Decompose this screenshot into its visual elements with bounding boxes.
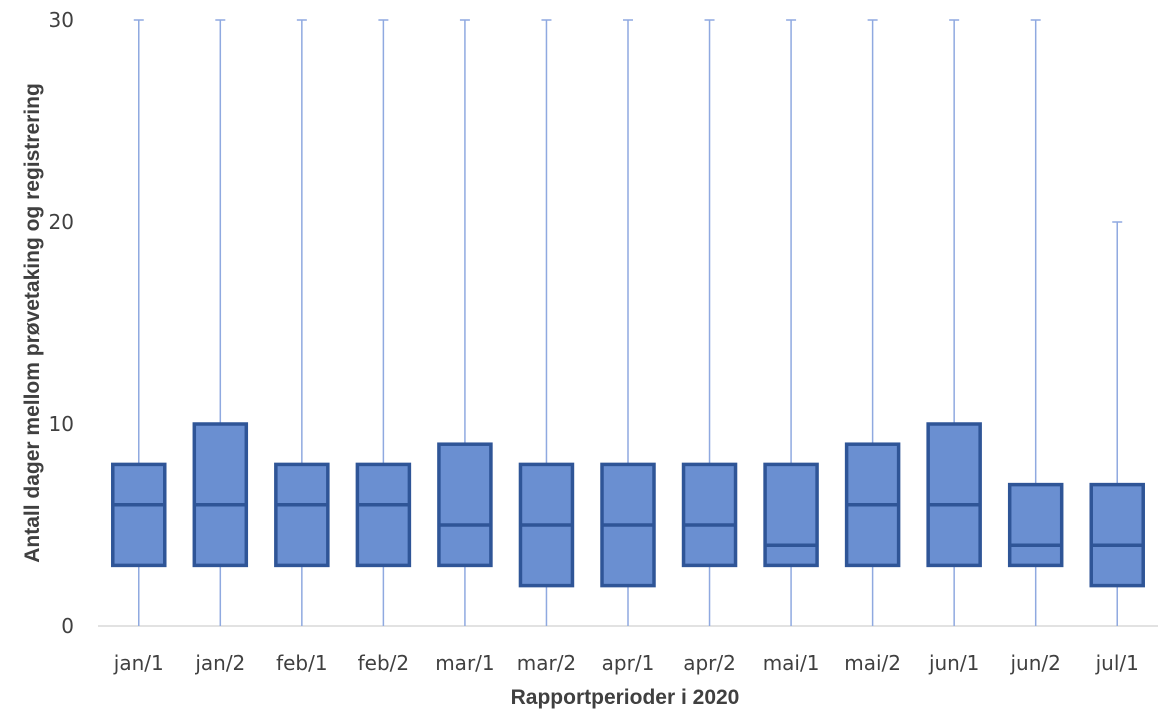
box-jun-1	[926, 19, 982, 626]
x-tick-label: mai/1	[763, 651, 820, 675]
box-body	[111, 462, 167, 568]
x-tick-label: apr/2	[683, 651, 736, 675]
x-tick-label: mar/1	[435, 651, 494, 675]
y-tick-label: 10	[49, 412, 74, 436]
box-jun-2	[1007, 19, 1064, 626]
x-tick-label: jul/1	[1095, 651, 1139, 675]
x-tick-label: jun/2	[1010, 651, 1061, 675]
x-tick-label: jan/2	[194, 651, 245, 675]
x-tick-label: feb/1	[276, 651, 328, 675]
box-feb-1	[274, 19, 330, 626]
x-tick-label: mai/2	[844, 651, 901, 675]
box-jan-2	[192, 19, 249, 626]
box-apr-1	[600, 19, 656, 626]
x-tick-label: jun/1	[928, 651, 979, 675]
y-tick-label: 20	[49, 210, 74, 234]
box-body	[763, 462, 819, 568]
box-mai-2	[844, 19, 901, 626]
y-tick-label: 0	[61, 614, 74, 638]
y-tick-label: 30	[49, 8, 74, 32]
box-body	[681, 462, 738, 568]
box-body	[926, 422, 982, 568]
y-axis-ticks: 0 10 20 30	[49, 8, 74, 638]
box-jan-1	[111, 19, 167, 626]
box-body	[437, 442, 493, 568]
box-feb-2	[355, 19, 412, 626]
box-body	[274, 462, 330, 568]
x-tick-label: mar/2	[517, 651, 576, 675]
x-tick-label: jan/1	[113, 651, 164, 675]
box-jul-1	[1089, 221, 1145, 626]
box-mar-2	[518, 19, 575, 626]
x-tick-label: feb/2	[358, 651, 410, 675]
box-body	[192, 422, 249, 568]
box-mar-1	[437, 19, 493, 626]
box-body	[1007, 482, 1064, 568]
box-body	[1089, 482, 1145, 588]
x-tick-label: apr/1	[602, 651, 655, 675]
y-axis-title: Antall dager mellom prøvetaking og regis…	[21, 83, 44, 563]
box-apr-2	[681, 19, 738, 626]
box-body	[355, 462, 412, 568]
x-axis-title: Rapportperioder i 2020	[511, 686, 740, 709]
box-mai-1	[763, 19, 819, 626]
x-axis-ticks: jan/1 jan/2 feb/1 feb/2 mar/1 mar/2 apr/1 apr/2…	[113, 651, 1139, 675]
plot-area	[98, 19, 1158, 627]
